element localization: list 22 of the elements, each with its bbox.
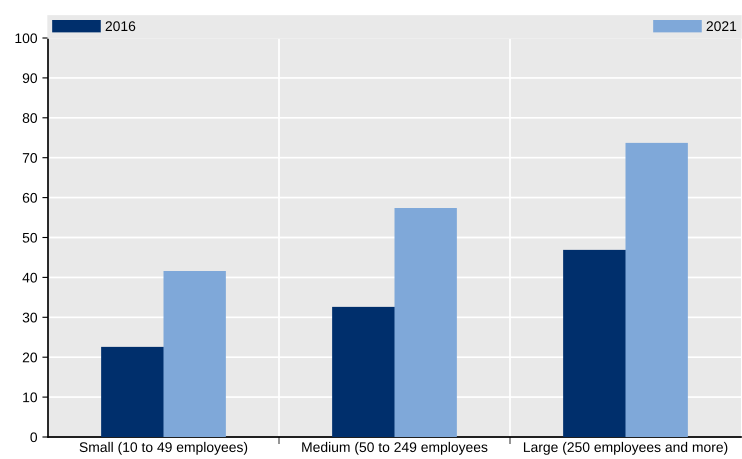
y-tick-label: 10 bbox=[23, 392, 38, 402]
y-tick-label: 100 bbox=[15, 33, 38, 44]
x-tick-label: Large (250 employees and more) bbox=[524, 442, 728, 455]
y-tick-label: 20 bbox=[22, 352, 38, 362]
y-tick-label: 40 bbox=[22, 272, 38, 283]
y-tick-label: 90 bbox=[22, 73, 38, 84]
bar bbox=[394, 208, 457, 437]
y-tick-label: 0 bbox=[30, 432, 38, 442]
bar bbox=[563, 250, 626, 437]
y-tick-label: 60 bbox=[22, 192, 38, 203]
bar bbox=[332, 306, 394, 437]
y-tick-label: 50 bbox=[22, 232, 38, 243]
bar bbox=[101, 346, 164, 437]
y-tick-label: 70 bbox=[22, 153, 38, 163]
y-tick-label: 30 bbox=[22, 312, 38, 322]
x-tick-label: Small (10 to 49 employees) bbox=[80, 442, 248, 455]
bar bbox=[164, 271, 226, 437]
x-tick-label: Medium (50 to 249 employees bbox=[302, 442, 488, 455]
y-tick-label: 80 bbox=[22, 113, 38, 123]
legend-label: 2016 bbox=[106, 21, 136, 32]
legend-label: 2021 bbox=[706, 21, 736, 32]
bar bbox=[626, 142, 688, 437]
